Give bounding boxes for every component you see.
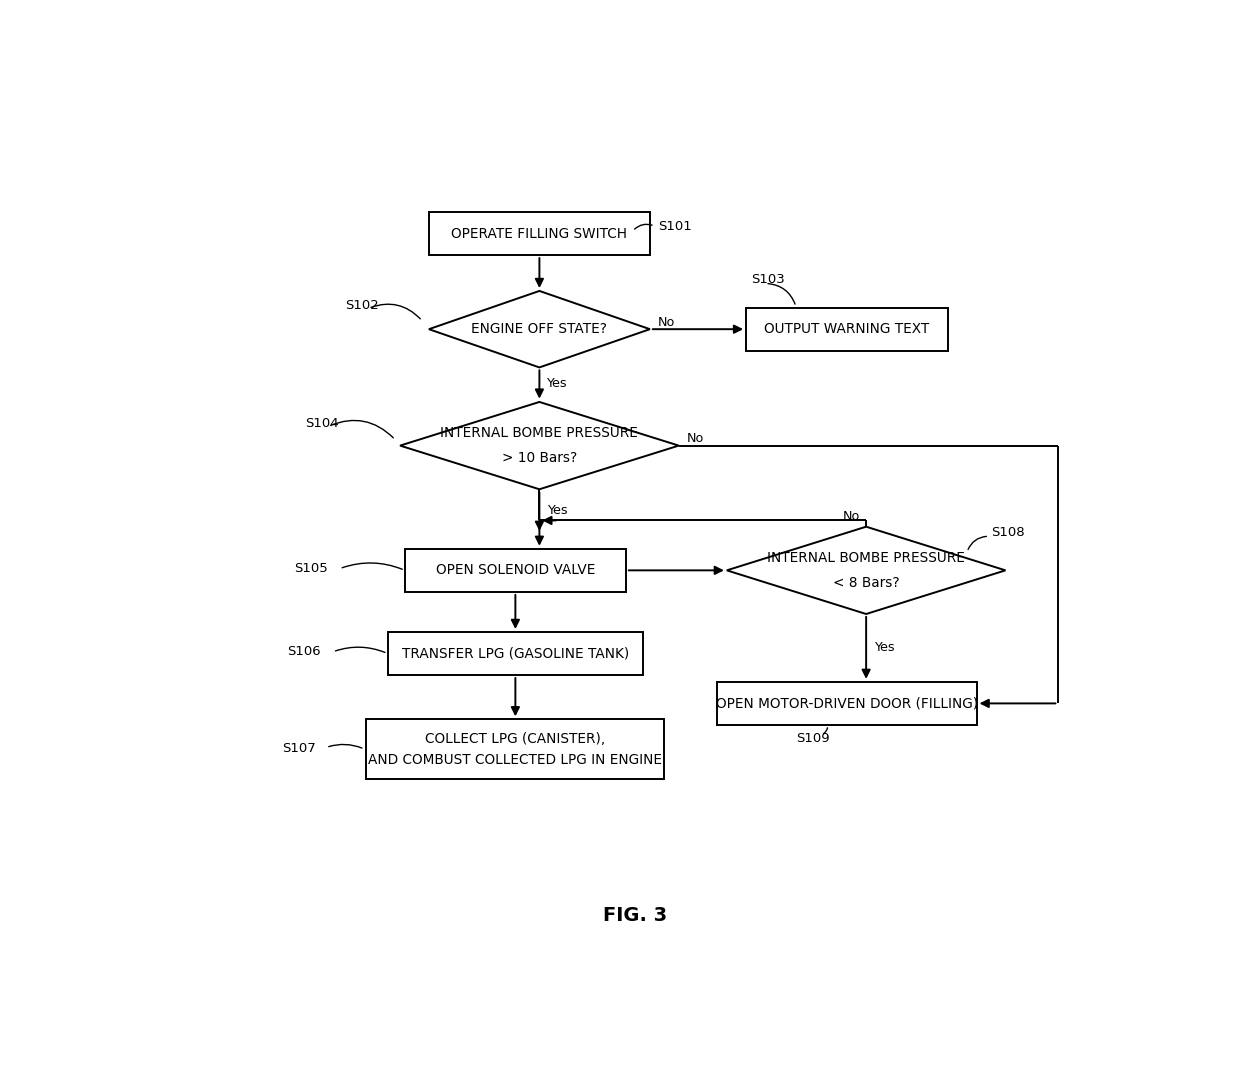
Text: No: No	[843, 510, 861, 523]
Text: S102: S102	[345, 298, 379, 311]
Polygon shape	[429, 291, 650, 367]
Text: TRANSFER LPG (GASOLINE TANK): TRANSFER LPG (GASOLINE TANK)	[402, 647, 629, 661]
Text: No: No	[657, 316, 675, 329]
FancyBboxPatch shape	[367, 719, 665, 779]
FancyBboxPatch shape	[404, 549, 626, 592]
Text: COLLECT LPG (CANISTER),: COLLECT LPG (CANISTER),	[425, 732, 605, 746]
Text: S107: S107	[281, 742, 316, 755]
Text: S103: S103	[751, 273, 785, 286]
FancyBboxPatch shape	[429, 212, 650, 255]
Polygon shape	[727, 527, 1006, 615]
Text: S105: S105	[294, 563, 329, 576]
Text: OPEN SOLENOID VALVE: OPEN SOLENOID VALVE	[435, 564, 595, 578]
Text: OUTPUT WARNING TEXT: OUTPUT WARNING TEXT	[764, 322, 930, 336]
Text: S101: S101	[658, 219, 692, 232]
Text: < 8 Bars?: < 8 Bars?	[833, 576, 899, 590]
Text: No: No	[687, 432, 704, 445]
FancyBboxPatch shape	[746, 308, 947, 351]
Text: INTERNAL BOMBE PRESSURE: INTERNAL BOMBE PRESSURE	[768, 551, 965, 565]
Text: S106: S106	[286, 646, 320, 659]
Text: OPERATE FILLING SWITCH: OPERATE FILLING SWITCH	[451, 227, 627, 241]
Text: S108: S108	[991, 526, 1024, 539]
Text: > 10 Bars?: > 10 Bars?	[502, 450, 577, 464]
Text: INTERNAL BOMBE PRESSURE: INTERNAL BOMBE PRESSURE	[440, 427, 639, 441]
Text: OPEN MOTOR-DRIVEN DOOR (FILLING): OPEN MOTOR-DRIVEN DOOR (FILLING)	[715, 697, 978, 711]
FancyBboxPatch shape	[388, 632, 642, 675]
Text: AND COMBUST COLLECTED LPG IN ENGINE: AND COMBUST COLLECTED LPG IN ENGINE	[368, 753, 662, 767]
Text: S104: S104	[305, 417, 339, 430]
Text: Yes: Yes	[874, 642, 894, 654]
Polygon shape	[401, 402, 678, 489]
Text: S109: S109	[796, 732, 830, 745]
FancyBboxPatch shape	[717, 681, 977, 725]
Text: Yes: Yes	[546, 377, 567, 390]
Text: FIG. 3: FIG. 3	[604, 906, 667, 924]
Text: ENGINE OFF STATE?: ENGINE OFF STATE?	[471, 322, 608, 336]
Text: Yes: Yes	[547, 504, 568, 517]
